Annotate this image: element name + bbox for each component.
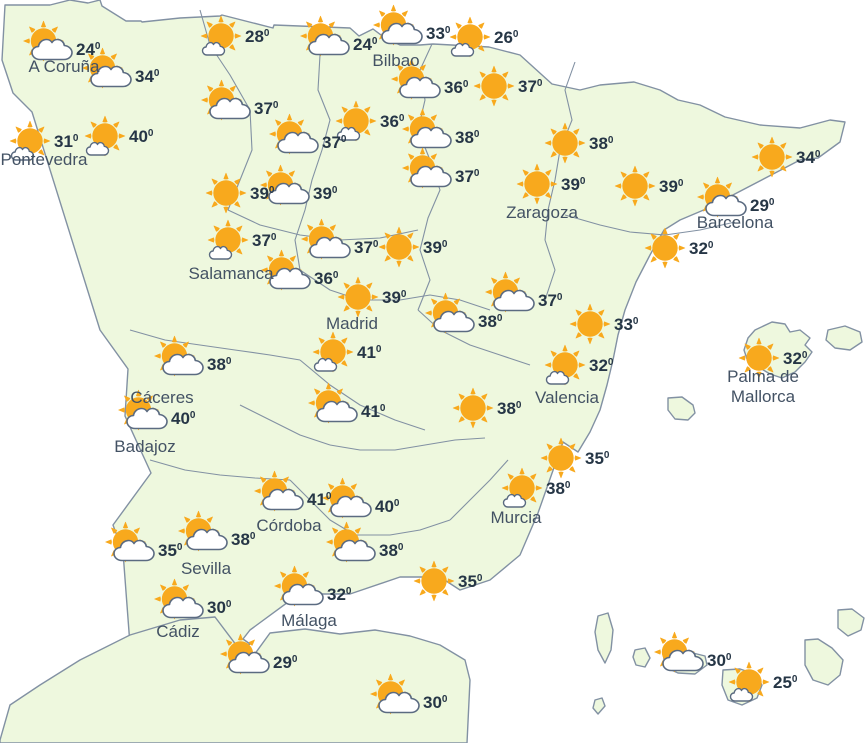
svg-text:Bilbao: Bilbao [372,51,419,70]
svg-text:300: 300 [707,651,732,670]
svg-text:320: 320 [783,349,808,368]
svg-text:Mallorca: Mallorca [731,387,796,406]
svg-text:320: 320 [327,585,352,604]
svg-text:Madrid: Madrid [326,314,378,333]
svg-text:Murcia: Murcia [490,508,542,527]
svg-text:Badajoz: Badajoz [114,437,175,456]
svg-text:380: 380 [546,479,571,498]
svg-text:Pontevedra: Pontevedra [1,150,88,169]
svg-text:Palma de: Palma de [727,367,799,386]
svg-text:350: 350 [458,572,483,591]
svg-text:Salamanca: Salamanca [188,264,274,283]
svg-text:340: 340 [796,148,821,167]
svg-text:Cáceres: Cáceres [130,388,193,407]
svg-text:250: 250 [773,673,798,692]
svg-text:320: 320 [689,239,714,258]
svg-text:Sevilla: Sevilla [181,559,232,578]
svg-text:260: 260 [494,28,519,47]
svg-text:Málaga: Málaga [281,611,337,630]
svg-text:Cádiz: Cádiz [156,622,199,641]
svg-text:350: 350 [585,449,610,468]
svg-text:330: 330 [614,315,639,334]
svg-text:Valencia: Valencia [535,388,599,407]
svg-text:A Coruña: A Coruña [29,57,100,76]
svg-text:Zaragoza: Zaragoza [506,203,578,222]
svg-text:Barcelona: Barcelona [697,213,774,232]
svg-text:Córdoba: Córdoba [256,516,322,535]
svg-text:330: 330 [426,24,451,43]
